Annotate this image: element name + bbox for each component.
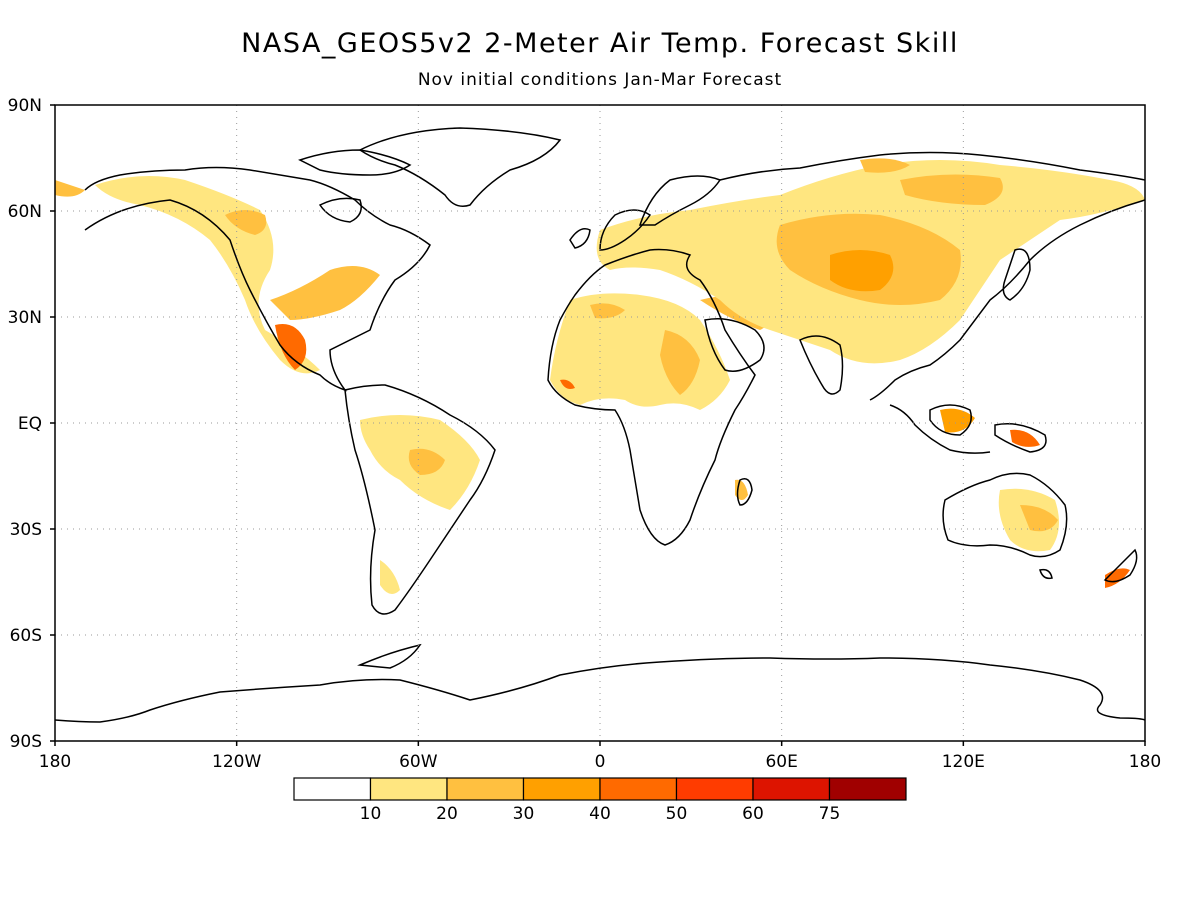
legend-swatch	[369, 777, 448, 801]
legend-tick-label: 40	[589, 804, 611, 824]
skill-shading	[55, 158, 1145, 594]
color-legend: 10 20 30 40 50 60 75	[293, 777, 907, 824]
lon-label: 60W	[399, 752, 438, 772]
lon-label: 120E	[942, 752, 985, 772]
lon-label: 180	[1129, 752, 1161, 772]
lon-label: 0	[595, 752, 606, 772]
legend-swatch	[599, 777, 678, 801]
legend-swatch	[293, 777, 372, 801]
lat-label: EQ	[18, 414, 42, 434]
lat-label: 90N	[8, 96, 42, 116]
legend-tick-label: 75	[819, 804, 841, 824]
graticule	[55, 105, 1145, 741]
lat-label: 60S	[10, 626, 42, 646]
longitude-labels: 180 120W 60W 0 60E 120E 180	[39, 741, 1161, 772]
lon-label: 60E	[765, 752, 797, 772]
lon-label: 120W	[212, 752, 261, 772]
legend-tick-label: 50	[666, 804, 688, 824]
legend-swatch	[522, 777, 601, 801]
lat-label: 90S	[10, 732, 42, 752]
lat-label: 30N	[8, 308, 42, 328]
coastlines	[55, 127, 1145, 723]
legend-swatch	[675, 777, 754, 801]
map-title: NASA_GEOS5v2 2-Meter Air Temp. Forecast …	[241, 28, 959, 59]
legend-tick-label: 10	[360, 804, 382, 824]
legend-swatch	[446, 777, 525, 801]
lat-label: 60N	[8, 202, 42, 222]
map-subtitle: Nov initial conditions Jan-Mar Forecast	[417, 70, 783, 90]
legend-tick-label: 60	[742, 804, 764, 824]
legend-swatch	[828, 777, 907, 801]
latitude-labels: 90N 60N 30N EQ 30S 60S 90S	[8, 96, 55, 752]
lon-label: 180	[39, 752, 71, 772]
legend-tick-label: 30	[513, 804, 535, 824]
legend-swatch	[752, 777, 831, 801]
lat-label: 30S	[10, 520, 42, 540]
legend-tick-label: 20	[436, 804, 458, 824]
